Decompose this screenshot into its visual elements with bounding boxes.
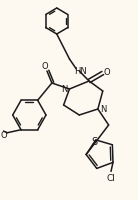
Text: O: O bbox=[42, 62, 48, 71]
Text: S: S bbox=[92, 136, 98, 146]
Text: O: O bbox=[0, 131, 7, 140]
Text: HN: HN bbox=[74, 67, 87, 76]
Text: N: N bbox=[61, 85, 68, 94]
Text: N: N bbox=[101, 105, 107, 114]
Text: Cl: Cl bbox=[107, 173, 116, 182]
Text: O: O bbox=[103, 68, 110, 77]
